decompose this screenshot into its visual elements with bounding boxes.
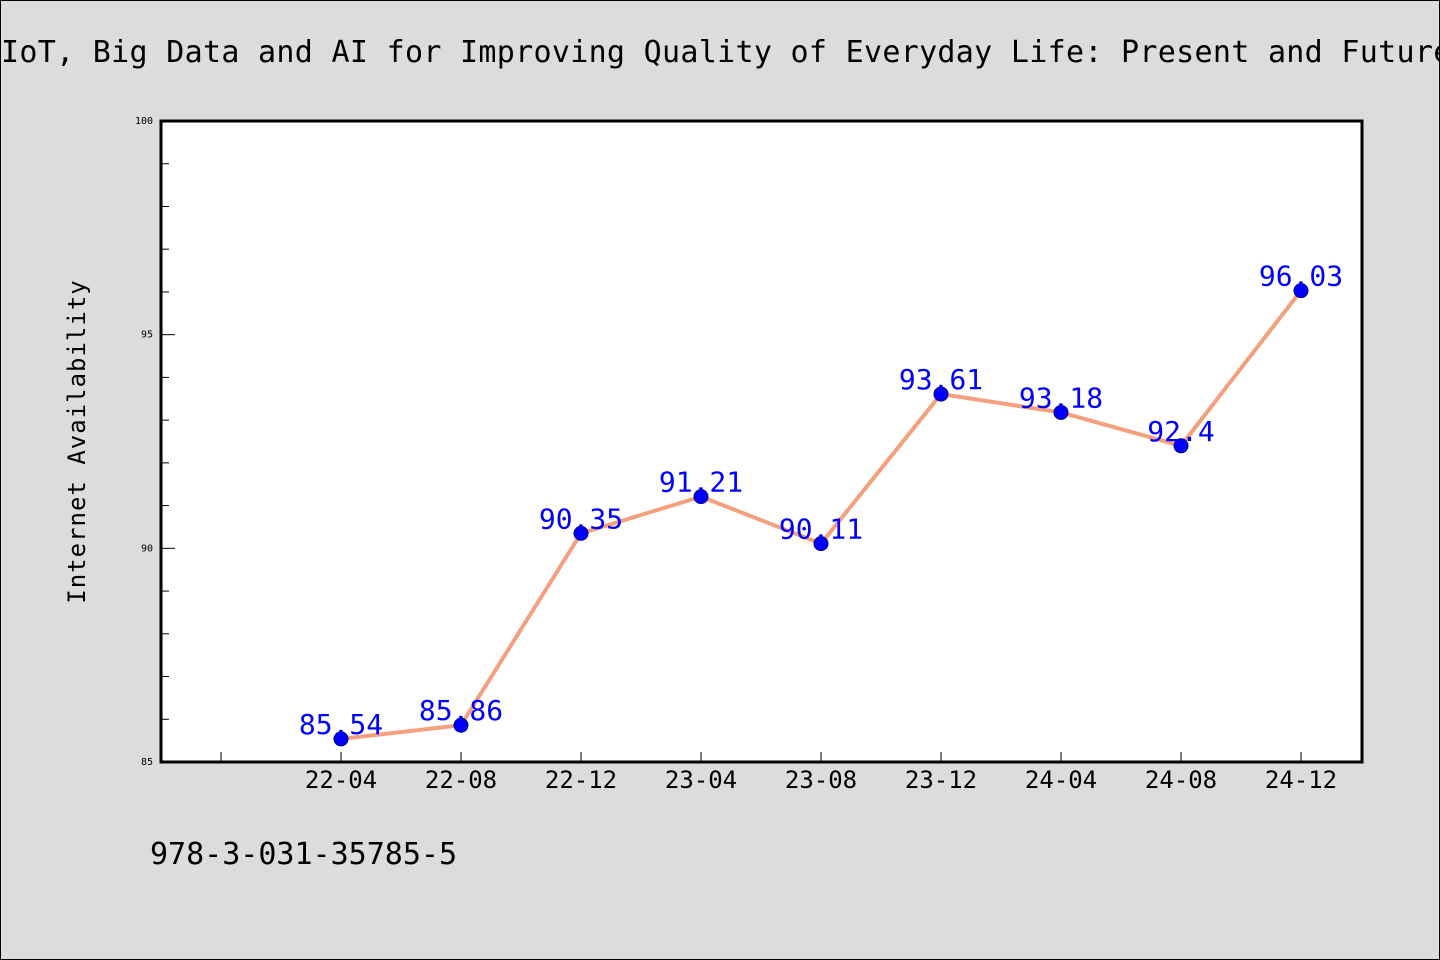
data-point — [453, 717, 469, 733]
x-tick-label: 22-04 — [305, 766, 377, 794]
series-markers — [333, 283, 1309, 747]
data-point — [1173, 438, 1189, 454]
data-labels: 85.54 85.86 90.35 91.21 90.11 93.61 93.18 92.4 9… — [299, 260, 1343, 741]
x-tick-label: 24-04 — [1025, 766, 1097, 794]
x-tick-label: 23-04 — [665, 766, 737, 794]
data-point — [1053, 404, 1069, 420]
y-axis-title: Internet Availability — [63, 279, 91, 603]
x-tick-label: 22-08 — [425, 766, 497, 794]
y-tick-label: 100 — [135, 116, 153, 127]
data-label: 85.86 — [419, 694, 503, 727]
x-tick-label: 23-08 — [785, 766, 857, 794]
y-tick-label: 90 — [141, 543, 153, 554]
data-point — [333, 731, 349, 747]
data-label: 96.03 — [1259, 260, 1343, 293]
y-tick-label: 85 — [141, 757, 153, 768]
data-label: 93.61 — [899, 363, 983, 396]
x-tick-label: 22-12 — [545, 766, 617, 794]
data-point — [693, 489, 709, 505]
data-point — [933, 386, 949, 402]
data-label: 92.4 — [1147, 415, 1214, 448]
x-tick-label: 24-12 — [1265, 766, 1337, 794]
y-tick-label: 95 — [141, 330, 153, 341]
data-label: 93.18 — [1019, 381, 1103, 414]
x-tick-label: 24-08 — [1145, 766, 1217, 794]
data-label: 90.11 — [779, 513, 863, 546]
data-point — [1293, 283, 1309, 299]
data-point — [813, 536, 829, 552]
data-point — [573, 525, 589, 541]
data-label: 91.21 — [659, 466, 743, 499]
plot-border — [159, 119, 1364, 764]
footer-note: 978-3-031-35785-5 — [150, 837, 458, 872]
x-ticks: 22-04 22-08 22-12 23-04 23-08 23-12 24-04 24-08… — [220, 752, 1337, 794]
page-title: IoT, Big Data and AI for Improving Quali… — [1, 35, 1440, 70]
data-label: 85.54 — [299, 708, 383, 741]
x-tick-label: 23-12 — [905, 766, 977, 794]
data-label: 90.35 — [539, 502, 623, 535]
